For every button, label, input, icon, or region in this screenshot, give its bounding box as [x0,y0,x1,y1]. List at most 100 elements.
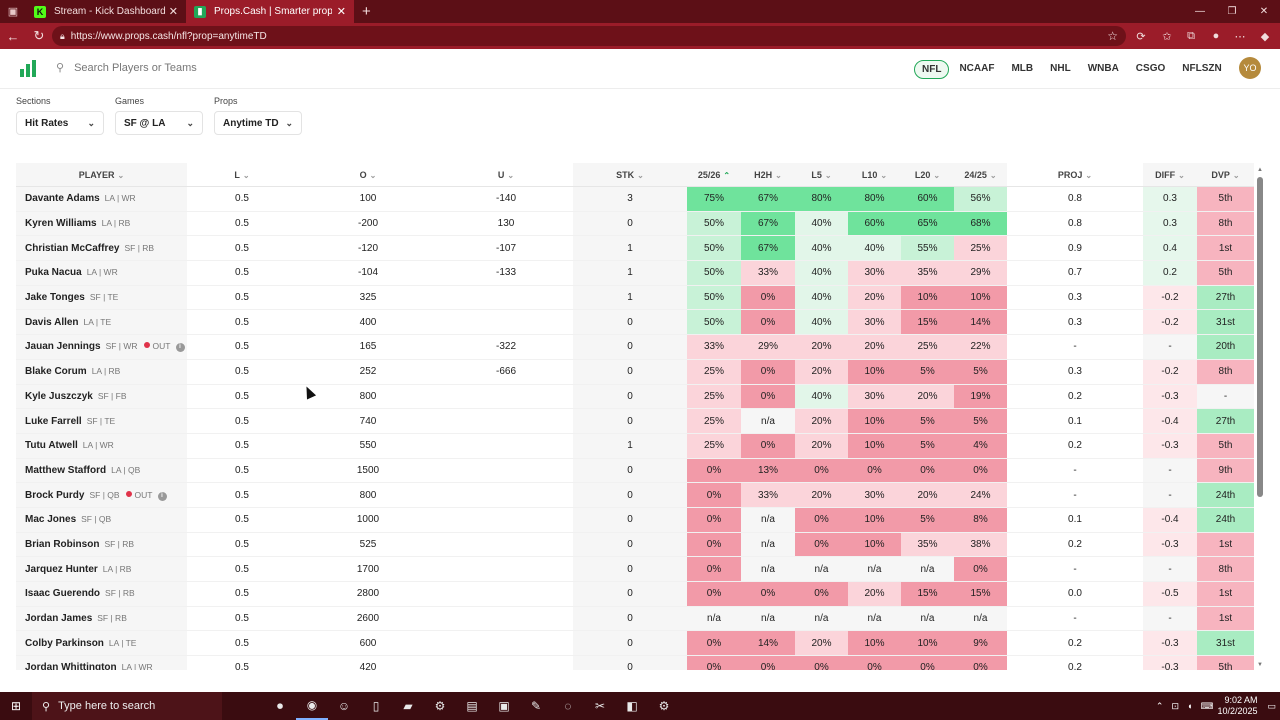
under-odds-cell[interactable] [439,286,573,311]
browser-tab-kick[interactable]: K Stream - Kick Dashboard ✕ [26,0,186,23]
player-cell[interactable]: Davis Allen LA | TE [16,310,187,336]
under-odds-cell[interactable] [439,557,573,582]
info-icon[interactable]: i [157,491,167,501]
under-odds-cell[interactable]: -107 [439,236,573,262]
column-header-stk[interactable]: STK ⌄ [573,163,687,187]
under-odds-cell[interactable] [439,582,573,607]
column-header-u[interactable]: U ⌄ [439,163,573,187]
minimize-icon[interactable]: — [1195,6,1205,17]
under-odds-cell[interactable] [439,483,573,508]
player-cell[interactable]: Kyle Juszczyk SF | FB [16,384,187,410]
maximize-icon[interactable]: ❐ [1227,6,1237,17]
league-tab-mlb[interactable]: MLB [1011,63,1034,74]
over-odds-cell[interactable]: 100 [297,187,439,212]
player-cell[interactable]: Luke Farrell SF | TE [16,409,187,434]
under-odds-cell[interactable]: 130 [439,212,573,237]
over-odds-cell[interactable]: 420 [297,656,439,670]
discord-icon[interactable]: ☺ [337,699,351,713]
edge-browser-icon[interactable]: ◉ [296,692,328,720]
table-row[interactable]: Jake Tonges SF | TE 0.5 325 1 50% 0% 40% 20% 10% 1… [16,285,1254,311]
document-icon[interactable]: ▤ [466,699,478,713]
search-input[interactable]: Search Players or Teams [74,61,197,74]
table-row[interactable]: Brock Purdy SF | QB OUT i 0.5 800 0 0% 33% 20% 30%… [16,483,1254,508]
network-icon[interactable]: ⊡ [1171,700,1179,711]
player-cell[interactable]: Blake Corum LA | RB [16,359,187,385]
table-row[interactable]: Luke Farrell SF | TE 0.5 740 0 25% n/a 20% 10% 5%… [16,409,1254,434]
scroll-up-icon[interactable]: ▲ [1257,167,1263,173]
league-tab-nflszn[interactable]: NFLSZN [1182,63,1222,74]
over-odds-cell[interactable]: -104 [297,261,439,286]
table-row[interactable]: Blake Corum LA | RB 0.5 252 -666 0 25% 0% 20% 10%… [16,359,1254,385]
table-row[interactable]: Colby Parkinson LA | TE 0.5 600 0 0% 14% 20% 10%… [16,631,1254,657]
under-odds-cell[interactable]: -322 [439,335,573,360]
player-cell[interactable]: Tutu Atwell LA | WR [16,433,187,459]
scrollbar-thumb[interactable] [1257,177,1263,497]
props-dropdown[interactable]: Anytime TD ⌄ [214,111,302,135]
over-odds-cell[interactable]: 2800 [297,582,439,607]
under-odds-cell[interactable] [439,409,573,434]
player-cell[interactable]: Brian Robinson SF | RB [16,532,187,558]
taskbar-clock[interactable]: 9:02 AM 10/2/2025 [1217,695,1257,717]
table-row[interactable]: Davis Allen LA | TE 0.5 400 0 50% 0% 40% 30% 15% 1… [16,310,1254,336]
taskbar-search[interactable]: ⚲ Type here to search [32,692,222,720]
steam-icon[interactable]: ⚙ [434,699,446,713]
under-odds-cell[interactable] [439,508,573,533]
over-odds-cell[interactable]: 740 [297,409,439,434]
under-odds-cell[interactable] [439,607,573,632]
over-odds-cell[interactable]: 525 [297,533,439,558]
photos-icon[interactable]: ▣ [498,699,510,713]
keyboard-icon[interactable]: ⌨ [1200,700,1214,711]
table-row[interactable]: Matthew Stafford LA | QB 0.5 1500 0 0% 13% 0% 0%… [16,458,1254,484]
column-header-l10[interactable]: L10 ⌄ [848,163,901,187]
close-tab-icon[interactable]: ✕ [168,6,178,18]
column-header-l[interactable]: L ⌄ [187,163,297,187]
under-odds-cell[interactable] [439,385,573,410]
table-row[interactable]: Davante Adams LA | WR 0.5 100 -140 3 75% 67% 80%… [16,187,1254,212]
more-menu-icon[interactable]: ⋯ [1234,30,1246,43]
table-row[interactable]: Jauan Jennings SF | WR OUT i 0.5 165 -322 0 33% 2… [16,335,1254,360]
close-window-icon[interactable]: ✕ [1259,6,1269,17]
volume-icon[interactable]: ◖ [1187,701,1193,711]
league-tab-nfl[interactable]: NFL [914,60,950,79]
over-odds-cell[interactable]: 400 [297,310,439,336]
favorite-star-icon[interactable]: ☆ [1107,29,1118,43]
over-odds-cell[interactable]: -200 [297,212,439,237]
player-cell[interactable]: Brock Purdy SF | QB OUT i [16,483,187,508]
column-header-o[interactable]: O ⌄ [297,163,439,187]
extensions-icon[interactable]: ⟳ [1136,30,1146,43]
table-row[interactable]: Brian Robinson SF | RB 0.5 525 0 0% n/a 0% 10% 35… [16,532,1254,558]
under-odds-cell[interactable] [439,459,573,484]
new-tab-icon[interactable]: + [362,3,371,20]
player-cell[interactable]: Matthew Stafford LA | QB [16,458,187,484]
close-tab-icon[interactable]: ✕ [336,6,346,18]
media-app-icon[interactable]: ▰ [403,699,413,713]
settings-icon[interactable]: ⚙ [658,699,670,713]
under-odds-cell[interactable]: -666 [439,360,573,385]
refresh-icon[interactable]: ↻ [33,28,45,43]
url-field[interactable]: 🔒︎ https://www.props.cash/nfl?prop=anyti… [52,26,1126,46]
player-cell[interactable]: Mac Jones SF | QB [16,507,187,533]
table-row[interactable]: Isaac Guerendo SF | RB 0.5 2800 0 0% 0% 0% 20% 15… [16,582,1254,607]
propscash-logo-icon[interactable] [20,60,36,77]
table-row[interactable]: Kyren Williams LA | RB 0.5 -200 130 0 50% 67% 40… [16,211,1254,237]
table-row[interactable]: Puka Nacua LA | WR 0.5 -104 -133 1 50% 33% 40% 30… [16,261,1254,286]
player-cell[interactable]: Jarquez Hunter LA | RB [16,557,187,582]
league-tab-wnba[interactable]: WNBA [1087,63,1119,74]
file-icon[interactable]: ▯ [372,699,380,713]
table-row[interactable]: Jordan James SF | RB 0.5 2600 0 n/a n/a n/a n/a n… [16,606,1254,632]
column-header-h2h[interactable]: H2H ⌄ [741,163,795,187]
player-cell[interactable]: Isaac Guerendo SF | RB [16,582,187,607]
edge-alt-icon[interactable]: ◌ [564,699,572,713]
table-row[interactable]: Jarquez Hunter LA | RB 0.5 1700 0 0% n/a n/a n/a… [16,557,1254,582]
column-header-l5[interactable]: L5 ⌄ [795,163,848,187]
game-app-icon[interactable]: ◧ [626,699,638,713]
table-row[interactable]: Kyle Juszczyk SF | FB 0.5 800 0 25% 0% 40% 30% 20… [16,384,1254,410]
player-cell[interactable]: Jake Tonges SF | TE [16,285,187,311]
over-odds-cell[interactable]: -120 [297,236,439,262]
under-odds-cell[interactable] [439,533,573,558]
over-odds-cell[interactable]: 252 [297,360,439,385]
scroll-down-icon[interactable]: ▼ [1257,662,1263,668]
capcut-icon[interactable]: ✂ [594,699,606,713]
over-odds-cell[interactable]: 800 [297,385,439,410]
player-cell[interactable]: Davante Adams LA | WR [16,187,187,212]
